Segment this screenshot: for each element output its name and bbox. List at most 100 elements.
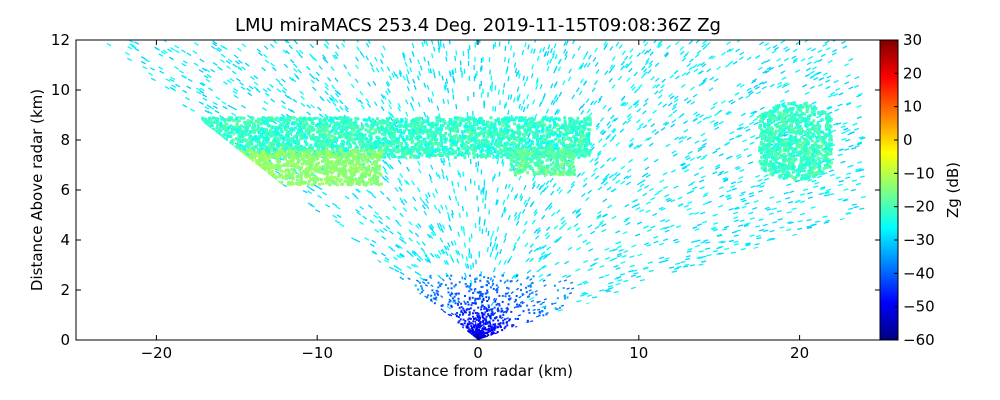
radar-gate — [205, 78, 211, 83]
radar-gate — [158, 53, 164, 57]
radar-gate — [635, 275, 642, 278]
radar-gate — [853, 205, 859, 209]
radar-gate — [620, 60, 626, 66]
radar-gate — [482, 56, 484, 62]
radar-gate — [761, 85, 767, 90]
cloud-gate — [553, 146, 557, 150]
radar-gate — [587, 54, 592, 60]
radar-gate — [201, 67, 207, 72]
radar-gate — [446, 274, 448, 277]
radar-gate — [580, 171, 586, 176]
radar-gate — [506, 279, 509, 282]
radar-gate — [517, 69, 520, 76]
radar-gate — [339, 105, 344, 111]
radar-gate — [536, 308, 541, 311]
radar-gate — [420, 285, 423, 288]
cloud-gate — [230, 129, 234, 133]
radar-gate — [406, 69, 410, 75]
radar-gate — [430, 231, 435, 237]
radar-gate — [568, 68, 572, 74]
cloud-gate — [512, 141, 516, 145]
cloud-gate — [232, 119, 236, 123]
cloud-gate — [476, 143, 480, 146]
cloud-gate — [497, 144, 501, 148]
radar-gate — [444, 81, 448, 87]
cloud-gate — [280, 134, 284, 138]
radar-gate — [382, 45, 386, 51]
cloud-gate — [472, 143, 476, 147]
radar-gate — [479, 322, 481, 325]
radar-gate — [464, 272, 467, 278]
radar-gate — [702, 77, 708, 82]
radar-gate — [442, 160, 445, 166]
radar-gate — [398, 181, 403, 187]
radar-gate — [669, 224, 675, 228]
radar-gate — [447, 313, 451, 317]
radar-gate — [716, 246, 722, 250]
radar-gate — [495, 316, 498, 319]
radar-gate — [393, 265, 399, 269]
radar-gate — [712, 213, 718, 217]
radar-gate — [467, 53, 470, 60]
radar-gate — [786, 183, 792, 187]
radar-gate — [444, 283, 447, 286]
radar-gate — [507, 109, 510, 116]
radar-gate — [437, 274, 443, 280]
radar-gate — [461, 276, 464, 280]
radar-gate — [585, 196, 590, 202]
radar-gate — [395, 73, 399, 79]
cloud-gate — [430, 122, 434, 126]
radar-gate — [639, 209, 645, 213]
radar-gate — [406, 166, 410, 172]
radar-gate — [513, 241, 518, 247]
radar-gate — [482, 333, 485, 336]
radar-gate — [806, 218, 812, 222]
radar-gate — [220, 53, 226, 58]
radar-gate — [797, 220, 803, 223]
radar-gate — [475, 40, 478, 45]
cloud-gate — [349, 118, 353, 122]
radar-gate — [671, 106, 677, 111]
cloud-gate — [401, 152, 405, 156]
cloud-gate — [333, 121, 337, 125]
radar-gate — [544, 232, 549, 237]
radar-gate — [856, 116, 862, 120]
radar-gate — [522, 99, 526, 105]
radar-gate — [624, 55, 629, 61]
radar-gate — [129, 43, 135, 47]
radar-gate — [360, 104, 365, 110]
radar-gate — [845, 129, 851, 133]
radar-gate — [487, 304, 490, 307]
radar-gate — [628, 158, 633, 163]
radar-gate — [494, 106, 497, 112]
radar-gate — [433, 297, 436, 300]
radar-gate — [644, 166, 650, 171]
radar-gate — [481, 292, 484, 295]
radar-gate — [829, 173, 835, 177]
cloud-gate — [478, 126, 482, 130]
cloud-gate — [309, 143, 313, 147]
radar-gate — [713, 222, 719, 225]
radar-gate — [457, 182, 460, 188]
radar-gate — [529, 285, 532, 288]
cloud-gate — [300, 147, 304, 151]
radar-gate — [483, 218, 486, 225]
radar-gate — [672, 109, 678, 114]
radar-gate — [648, 269, 654, 273]
radar-gate — [549, 58, 553, 64]
cloud-gate — [212, 127, 216, 131]
radar-gate — [810, 47, 816, 52]
radar-gate — [620, 180, 626, 185]
radar-gate — [474, 301, 477, 304]
radar-gate — [506, 308, 509, 311]
radar-gate — [287, 95, 293, 100]
radar-gate — [603, 45, 608, 50]
radar-gate — [607, 204, 613, 209]
radar-gate — [386, 196, 391, 202]
cloud-gate — [272, 130, 276, 134]
radar-gate — [735, 48, 741, 53]
radar-gate — [392, 71, 397, 77]
cloud-gate — [216, 117, 220, 121]
radar-gate — [586, 294, 592, 297]
radar-gate — [506, 194, 510, 200]
